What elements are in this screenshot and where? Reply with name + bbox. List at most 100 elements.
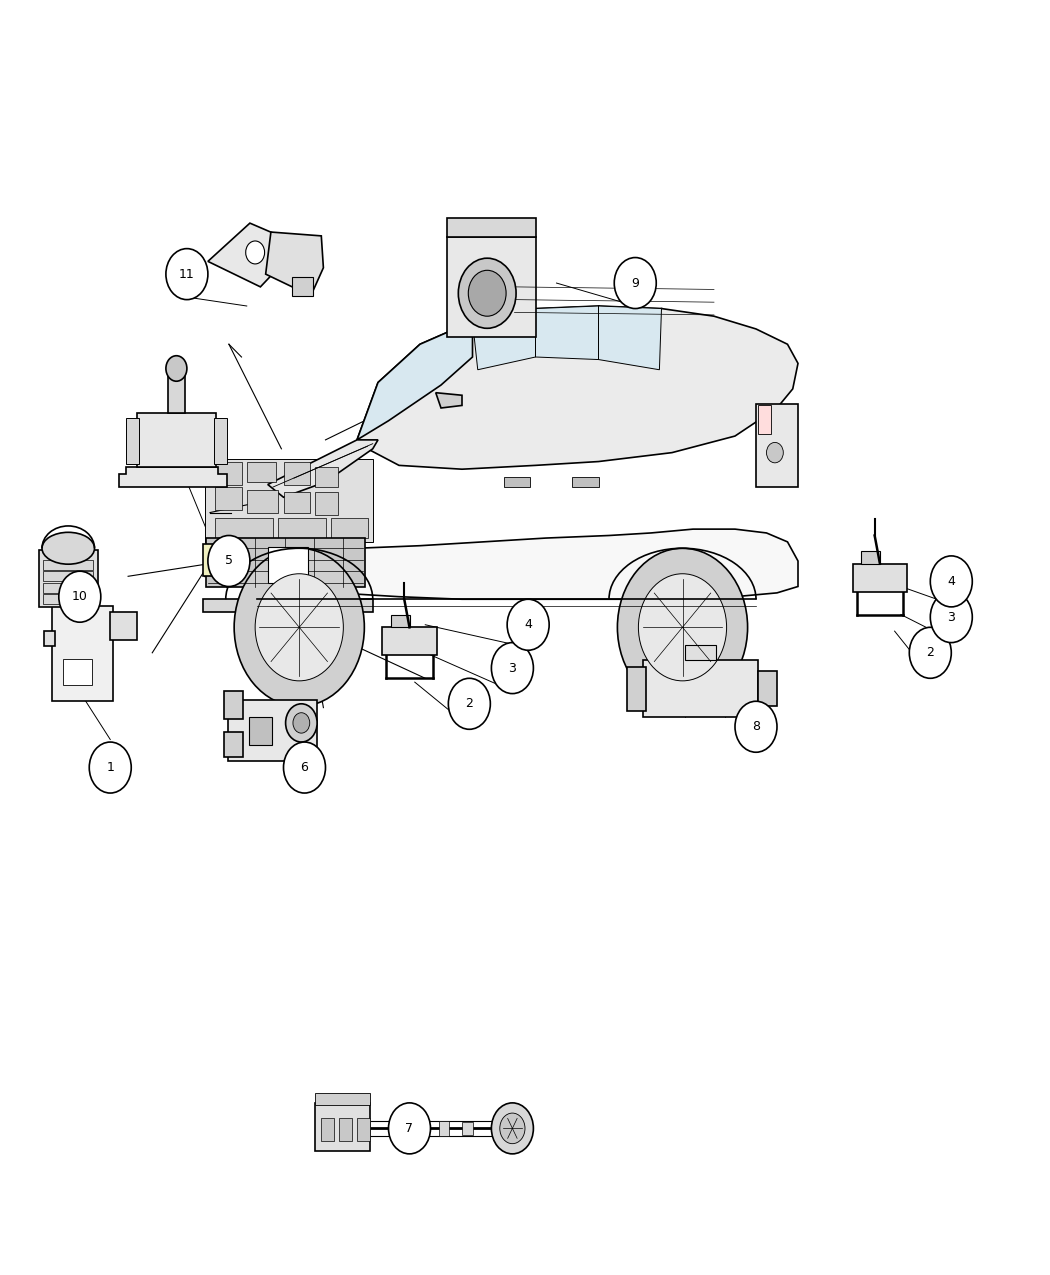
Bar <box>126 418 139 464</box>
Bar <box>215 518 273 538</box>
Bar <box>247 462 276 482</box>
Bar <box>228 700 317 761</box>
Ellipse shape <box>42 533 94 564</box>
Bar <box>110 612 136 640</box>
Bar <box>447 218 536 237</box>
Circle shape <box>909 627 951 678</box>
Bar <box>268 547 308 583</box>
Circle shape <box>930 592 972 643</box>
Bar <box>292 277 313 296</box>
Circle shape <box>89 742 131 793</box>
Circle shape <box>286 704 317 742</box>
Text: 3: 3 <box>947 611 956 623</box>
Bar <box>224 732 243 757</box>
Bar <box>410 1117 420 1140</box>
Bar <box>382 627 437 655</box>
Polygon shape <box>357 321 472 440</box>
Circle shape <box>507 599 549 650</box>
Polygon shape <box>205 538 257 576</box>
Bar <box>572 477 598 487</box>
Text: 11: 11 <box>178 268 194 280</box>
Bar <box>284 492 310 513</box>
Circle shape <box>491 643 533 694</box>
Bar <box>52 606 113 701</box>
Circle shape <box>59 571 101 622</box>
Circle shape <box>766 442 783 463</box>
Circle shape <box>255 574 343 681</box>
Bar <box>44 631 55 646</box>
Bar <box>63 659 92 685</box>
Text: 2: 2 <box>465 697 474 710</box>
Text: 4: 4 <box>524 618 532 631</box>
Text: 2: 2 <box>926 646 934 659</box>
Bar <box>315 1103 370 1151</box>
Polygon shape <box>436 393 462 408</box>
Text: 10: 10 <box>71 590 88 603</box>
Circle shape <box>448 678 490 729</box>
Circle shape <box>735 701 777 752</box>
Bar <box>43 560 93 570</box>
Bar <box>758 671 777 706</box>
Circle shape <box>491 1103 533 1154</box>
Text: 8: 8 <box>752 720 760 733</box>
Polygon shape <box>472 309 536 370</box>
Text: 6: 6 <box>300 761 309 774</box>
Bar <box>247 490 278 513</box>
Circle shape <box>166 356 187 381</box>
Bar <box>339 1118 352 1141</box>
Bar <box>43 571 93 581</box>
Bar <box>315 1093 370 1105</box>
Bar <box>331 518 368 538</box>
Text: 1: 1 <box>106 761 114 774</box>
Bar <box>206 538 365 586</box>
Circle shape <box>293 713 310 733</box>
Bar <box>756 404 798 487</box>
Circle shape <box>500 1113 525 1144</box>
Bar <box>447 237 536 337</box>
Circle shape <box>284 742 326 793</box>
Circle shape <box>638 574 727 681</box>
Circle shape <box>617 548 748 706</box>
Text: 7: 7 <box>405 1122 414 1135</box>
Text: 9: 9 <box>631 277 639 289</box>
Bar <box>278 518 326 538</box>
Ellipse shape <box>459 258 517 329</box>
Bar <box>321 1118 334 1141</box>
Bar <box>853 564 907 592</box>
Circle shape <box>930 556 972 607</box>
Bar <box>315 492 338 515</box>
Bar <box>43 594 93 604</box>
Bar <box>462 1122 472 1135</box>
Polygon shape <box>119 467 227 487</box>
Bar <box>210 462 242 485</box>
Bar <box>439 1121 449 1136</box>
Bar <box>758 405 771 434</box>
Bar <box>643 660 758 717</box>
Bar <box>284 462 310 485</box>
Bar <box>627 667 646 711</box>
Bar <box>861 551 880 564</box>
Bar <box>39 550 98 607</box>
Circle shape <box>468 270 506 316</box>
Polygon shape <box>598 306 662 370</box>
Circle shape <box>234 548 364 706</box>
Circle shape <box>388 1103 430 1154</box>
Bar <box>214 418 227 464</box>
Polygon shape <box>205 529 798 599</box>
Bar <box>43 583 93 593</box>
Circle shape <box>208 536 250 586</box>
Bar <box>504 477 530 487</box>
Circle shape <box>246 241 265 264</box>
Polygon shape <box>536 306 598 360</box>
Text: 4: 4 <box>947 575 956 588</box>
Bar <box>685 645 716 660</box>
Circle shape <box>614 258 656 309</box>
Circle shape <box>166 249 208 300</box>
Bar <box>315 467 338 487</box>
Polygon shape <box>203 599 373 612</box>
Polygon shape <box>357 306 798 469</box>
Polygon shape <box>266 232 323 296</box>
Bar <box>249 717 272 745</box>
Bar <box>203 544 229 576</box>
Bar <box>357 1118 370 1141</box>
